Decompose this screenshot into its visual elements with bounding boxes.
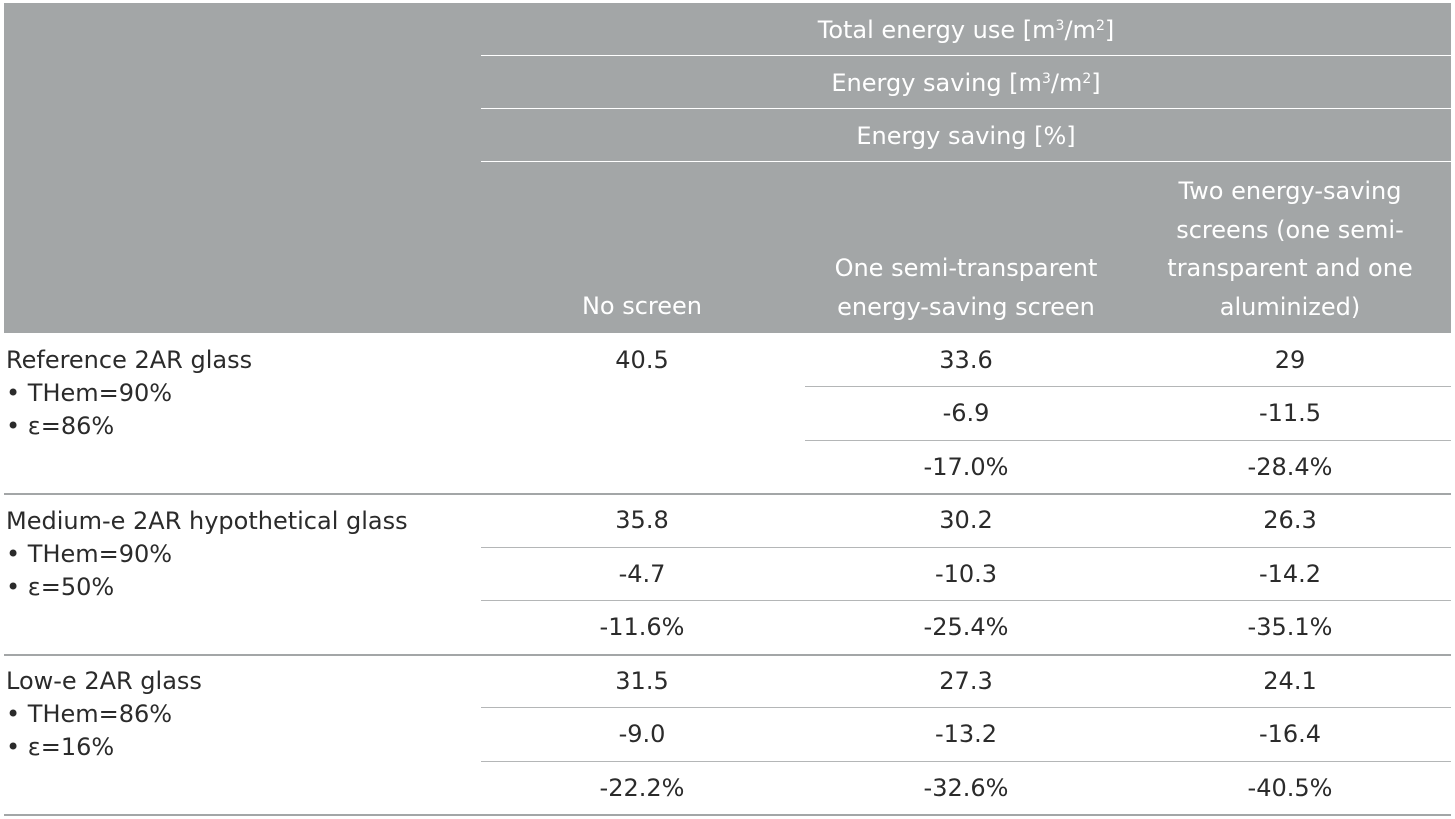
row-divider	[805, 386, 1451, 387]
row-label-reference-glass: Reference 2AR glass • THem=90% • ε=86%	[6, 346, 253, 440]
table-cell: -25.4%	[923, 613, 1009, 641]
header-energy-saving-abs: Energy saving [m3/m2]	[831, 69, 1101, 97]
table-header	[4, 3, 1451, 333]
table-cell: -11.6%	[599, 613, 685, 641]
table-cell: 31.5	[615, 667, 669, 695]
table-bottom-border	[4, 814, 1451, 816]
table-cell: -28.4%	[1247, 453, 1333, 481]
table-cell: -22.2%	[599, 774, 685, 802]
header-energy-saving-pct: Energy saving [%]	[856, 122, 1076, 150]
table-cell: -32.6%	[923, 774, 1009, 802]
header-divider	[481, 161, 1451, 162]
group-divider	[4, 493, 1451, 495]
table-cell: 26.3	[1263, 506, 1317, 534]
header-divider	[481, 108, 1451, 109]
table-cell: -35.1%	[1247, 613, 1333, 641]
row-label-low-e-glass: Low-e 2AR glass • THem=86% • ε=16%	[6, 667, 202, 761]
table-cell: -4.7	[618, 560, 666, 588]
table-cell: 35.8	[615, 506, 669, 534]
table-cell: 30.2	[939, 506, 993, 534]
table-cell: -16.4	[1258, 720, 1322, 748]
table-cell: -14.2	[1258, 560, 1322, 588]
row-divider	[481, 547, 1451, 548]
row-label-medium-e-glass: Medium-e 2AR hypothetical glass • THem=9…	[6, 507, 408, 601]
row-divider	[481, 600, 1451, 601]
table-cell: -11.5	[1258, 399, 1322, 427]
row-divider	[481, 761, 1451, 762]
header-divider	[481, 55, 1451, 56]
column-header-no-screen: No screen	[581, 292, 703, 320]
column-header-one-screen: One semi-transparent energy-saving scree…	[834, 254, 1098, 321]
group-divider	[4, 654, 1451, 656]
table-cell: 24.1	[1263, 667, 1317, 695]
table-cell: 40.5	[615, 346, 669, 374]
table-cell: -10.3	[934, 560, 998, 588]
table-cell: 27.3	[939, 667, 993, 695]
table-cell: -6.9	[942, 399, 990, 427]
table-cell: 29	[1274, 346, 1306, 374]
header-total-energy-use: Total energy use [m3/m2]	[817, 16, 1115, 44]
table-cell: 33.6	[939, 346, 993, 374]
table-cell: -40.5%	[1247, 774, 1333, 802]
row-divider	[805, 440, 1451, 441]
column-header-two-screens: Two energy-saving screens (one semi- tra…	[1167, 177, 1413, 321]
row-divider	[481, 707, 1451, 708]
table-cell: -9.0	[618, 720, 666, 748]
table-cell: -17.0%	[923, 453, 1009, 481]
table-cell: -13.2	[934, 720, 998, 748]
